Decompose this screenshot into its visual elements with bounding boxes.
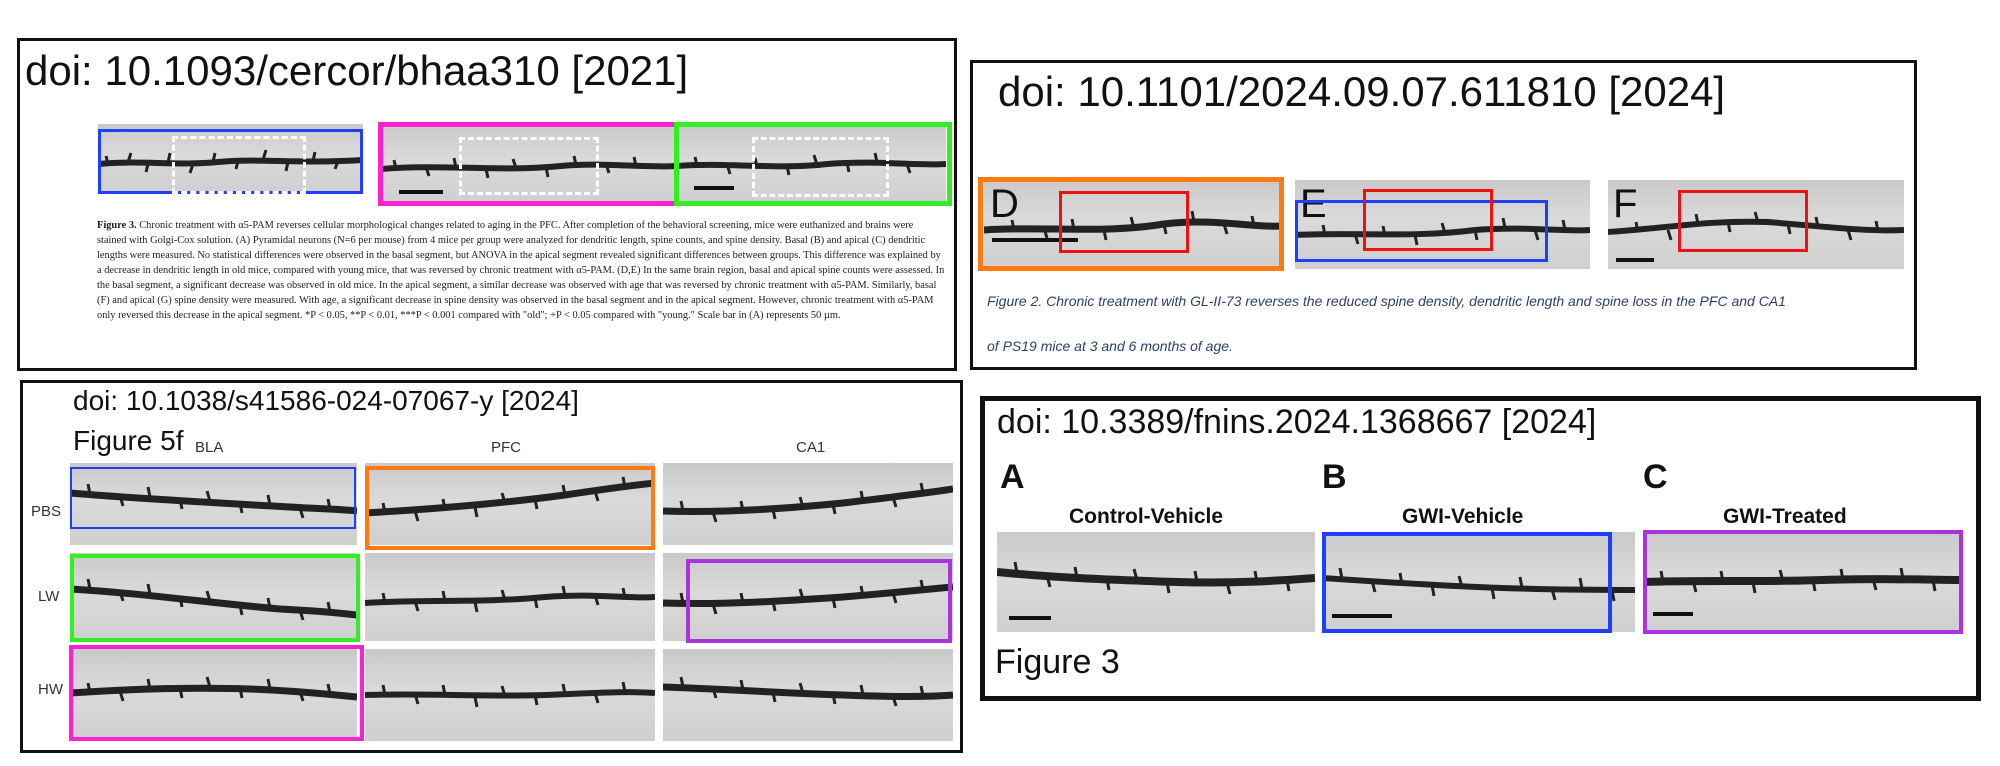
blue-outline-box: [70, 467, 356, 529]
orange-outline-box: [978, 177, 1284, 271]
caption-title: Figure 3.: [97, 220, 137, 231]
scale-bar: [1616, 258, 1654, 262]
figure-caption-line-2: of PS19 mice at 3 and 6 months of age.: [987, 338, 1233, 354]
panel-title-gwi-vehicle: GWI-Vehicle: [1402, 505, 1524, 528]
scale-bar: [694, 186, 734, 190]
row-label-hw: HW: [38, 681, 63, 698]
panel-letter: C: [1643, 458, 1668, 496]
red-roi-box: [1678, 190, 1808, 252]
micrograph-lw-pfc: [365, 553, 655, 641]
column-label-bla: BLA: [195, 439, 224, 456]
row-label-lw: LW: [38, 588, 60, 605]
dashed-roi-box: [459, 137, 599, 195]
panel-letter: E: [1300, 182, 1327, 226]
panel-biorxiv-2024: doi: 10.1101/2024.09.07.611810 [2024] D …: [970, 60, 1917, 370]
micrograph-hw-pfc: [365, 649, 655, 741]
micrograph-lw-bla: [70, 553, 357, 641]
doi-label: doi: 10.1101/2024.09.07.611810 [2024]: [998, 68, 1726, 115]
micrograph-control-vehicle: [997, 532, 1315, 632]
dashed-roi-box: [752, 137, 889, 197]
scale-bar: [1653, 612, 1693, 616]
green-outline-box: [674, 122, 952, 206]
panel-fnins-2024: doi: 10.3389/fnins.2024.1368667 [2024] A…: [980, 396, 1981, 701]
blue-outline-box: [1322, 532, 1612, 633]
micrograph-2: [381, 124, 678, 204]
micrograph-E: E: [1295, 180, 1590, 269]
doi-label: doi: 10.1093/cercor/bhaa310 [2021]: [25, 47, 689, 94]
orange-outline-box: [365, 466, 655, 550]
scale-bar: [1009, 616, 1051, 620]
red-roi-box: [1363, 189, 1493, 251]
red-roi-box: [1059, 191, 1189, 253]
micrograph-lw-ca1: [663, 553, 953, 641]
panel-title-control-vehicle: Control-Vehicle: [1069, 505, 1224, 528]
scale-bar: [1332, 614, 1392, 618]
micrograph-hw-bla: [70, 649, 357, 741]
figure-caption: Figure 2. Chronic treatment with GL-II-7…: [987, 293, 1907, 309]
panel-letter: B: [1322, 458, 1347, 496]
micrograph-pbs-ca1: [663, 463, 953, 545]
micrograph-pbs-bla: [70, 463, 357, 545]
blue-outline-box: [1295, 200, 1548, 262]
figure-label: Figure 5f: [73, 425, 184, 456]
panel-letter: D: [990, 182, 1019, 226]
dashed-roi-box: [172, 136, 306, 194]
micrograph-hw-ca1: [663, 649, 953, 741]
scale-bar: [399, 190, 443, 194]
purple-outline-box: [1643, 530, 1963, 634]
panel-nature-2024: doi: 10.1038/s41586-024-07067-y [2024] F…: [20, 380, 963, 753]
doi-label: doi: 10.3389/fnins.2024.1368667 [2024]: [997, 403, 1597, 441]
panel-cercor-2021: doi: 10.1093/cercor/bhaa310 [2021] Figur…: [17, 38, 957, 371]
panel-letter: F: [1613, 182, 1638, 226]
figure-caption: Figure 3. Chronic treatment with α5-PAM …: [97, 218, 945, 323]
micrograph-1: [98, 124, 363, 193]
magenta-outline-box: [69, 645, 364, 741]
caption-line-1: Figure 2. Chronic treatment with GL-II-7…: [987, 293, 1786, 309]
micrograph-gwi-vehicle: [1322, 532, 1635, 632]
panel-title-gwi-treated: GWI-Treated: [1723, 505, 1847, 528]
micrograph-F: F: [1608, 180, 1904, 269]
column-label-pfc: PFC: [491, 439, 521, 456]
column-label-ca1: CA1: [796, 439, 826, 456]
row-label-pbs: PBS: [31, 503, 62, 520]
micrograph-gwi-treated: [1643, 532, 1961, 632]
caption-body: Chronic treatment with α5-PAM reverses c…: [97, 220, 945, 321]
purple-outline-box: [686, 559, 952, 643]
panel-letter: A: [1000, 458, 1025, 496]
green-outline-box: [70, 554, 360, 642]
scale-bar: [992, 238, 1078, 242]
figure-label: Figure 3: [995, 643, 1120, 681]
doi-label: doi: 10.1038/s41586-024-07067-y [2024]: [73, 385, 579, 416]
micrograph-pbs-pfc: [365, 463, 655, 545]
